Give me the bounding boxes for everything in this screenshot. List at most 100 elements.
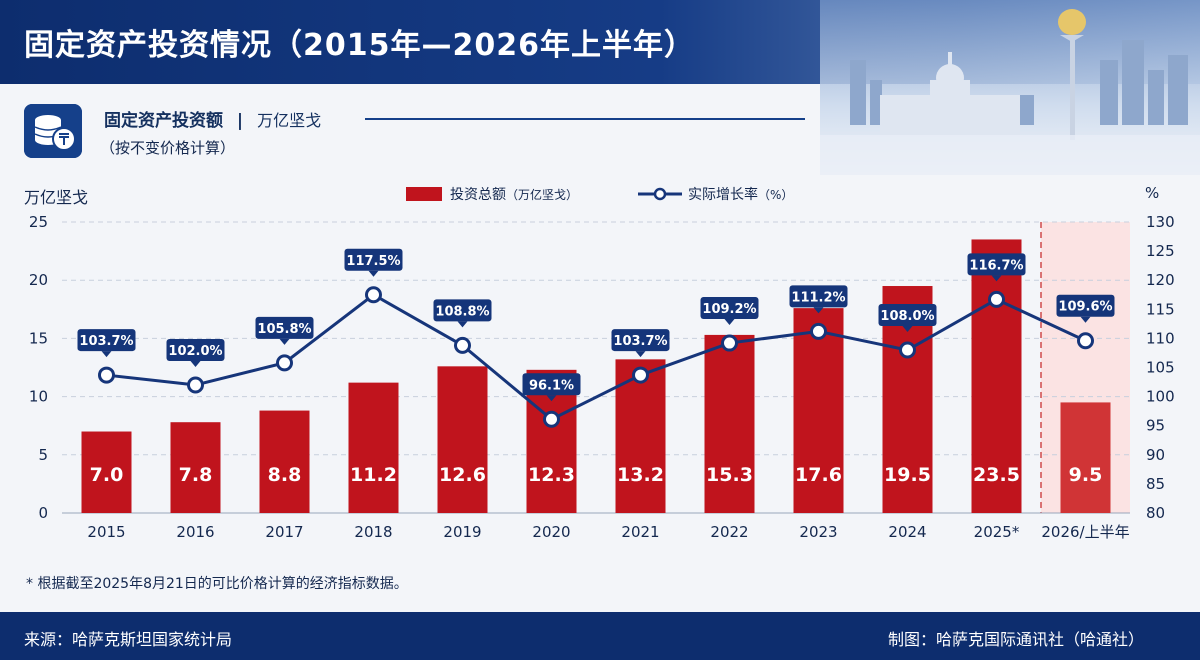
bar [704,334,755,513]
bar [348,382,399,513]
left-axis-tick: 10 [29,388,48,406]
legend-bar-swatch [406,187,442,201]
x-axis-tick: 2024 [888,523,926,541]
growth-point [276,354,293,372]
legend-line-label: 实际增长率 [688,187,758,203]
x-axis-tick: 2023 [799,523,837,541]
growth-label: 117.5% [346,254,400,269]
growth-label: 96.1% [529,378,574,393]
bar-value-label: 12.3 [528,464,575,486]
x-axis-tick: 2015 [87,523,125,541]
bar-value-label: 19.5 [884,464,931,486]
growth-label: 103.7% [79,334,133,349]
growth-label-pointer [813,307,824,314]
legend-line: 实际增长率（%） [638,184,793,204]
bar-value-label: 9.5 [1069,464,1103,486]
left-axis-tick: 0 [38,504,48,522]
growth-point [543,410,560,428]
growth-label: 116.7% [969,258,1023,273]
growth-label-box [77,329,136,352]
bar [170,422,221,513]
growth-label-pointer [457,321,468,328]
bar-value-label: 17.6 [795,464,842,486]
right-axis-tick: 115 [1146,300,1175,318]
growth-label-box [1056,294,1115,317]
legend-line-unit: （%） [758,188,794,202]
right-axis-tick: 80 [1146,504,1165,522]
right-axis-tick: 100 [1146,388,1175,406]
growth-point [899,341,916,359]
coins-icon [24,104,82,158]
legend-bar-unit: （万亿坚戈） [506,188,579,202]
bar [437,366,488,513]
x-axis-tick: 2025* [974,523,1020,541]
x-axis-tick: 2020 [532,523,570,541]
legend-line-swatch [638,187,682,201]
left-axis-tick: 15 [29,329,48,347]
growth-label: 109.6% [1058,300,1112,315]
x-axis-tick: 2022 [710,523,748,541]
bar-value-label: 12.6 [439,464,486,486]
right-axis-tick: 120 [1146,271,1175,289]
growth-label-box [433,299,492,322]
investment-chart: 0 5 10 15 20 25 80 85 90 95 100 105 110 115 120 125 130 7… [29,213,1175,541]
growth-label: 102.0% [168,344,222,359]
right-axis-tick: 130 [1146,213,1175,231]
x-axis-tick: 2019 [443,523,481,541]
x-axis-tick: 2017 [265,523,303,541]
bar-value-label: 8.8 [268,464,302,486]
growth-point [721,334,738,352]
page-title: 固定资产投资情况（2015年—2026年上半年） [24,28,695,63]
growth-label-box [700,297,759,320]
growth-label: 109.2% [702,302,756,317]
credit-text: 制图：哈萨克国际通讯社（哈通社） [887,630,1144,649]
growth-label-pointer [724,319,735,326]
growth-label-box [611,329,670,352]
growth-label-pointer [190,360,201,367]
bar [793,308,844,513]
growth-label: 108.8% [435,304,489,319]
growth-label-pointer [902,326,913,333]
growth-label-box [522,373,581,396]
growth-line [106,292,1087,422]
title-rule [365,118,805,120]
right-axis-tick: 110 [1146,329,1175,347]
legend-bars: 投资总额（万亿坚戈） [406,184,578,204]
growth-point [988,290,1005,308]
footer-bar: 来源：哈萨克斯坦国家统计局 制图：哈萨克国际通讯社（哈通社） [0,612,1200,660]
growth-label: 111.2% [791,290,845,305]
growth-point [1077,332,1094,350]
right-axis-tick: 105 [1146,359,1175,377]
growth-label-box [255,316,314,339]
growth-point [365,286,382,304]
x-axis-tick: 2016 [176,523,214,541]
x-axis-tick: 2021 [621,523,659,541]
growth-label-pointer [546,395,557,402]
growth-label-box [166,338,225,361]
bar [81,431,132,513]
left-axis-tick: 5 [38,446,48,464]
x-axis-tick: 2018 [354,523,392,541]
growth-label-pointer [635,351,646,358]
right-axis-tick: 95 [1146,417,1165,435]
growth-label-box [789,285,848,308]
growth-point [632,366,649,384]
bar-value-label: 11.2 [350,464,397,486]
growth-label-pointer [368,270,379,277]
growth-label: 105.8% [257,322,311,337]
right-axis-tick: 90 [1146,446,1165,464]
section-unit: 万亿坚戈 [257,111,322,130]
growth-label-box [878,304,937,327]
title-separator: | [236,111,244,131]
growth-point [454,336,471,354]
growth-label-pointer [1080,316,1091,323]
growth-label: 108.0% [880,309,934,324]
right-axis-tick: 125 [1146,242,1175,260]
astana-skyline-image [820,0,1200,175]
section-title-text: 固定资产投资额 [104,111,223,131]
right-axis-tick: 85 [1146,475,1165,493]
footnote: * 根据截至2025年8月21日的可比价格计算的经济指标数据。 [26,576,408,592]
growth-point [810,322,827,340]
growth-label-box [344,248,403,271]
growth-label-pointer [279,338,290,345]
